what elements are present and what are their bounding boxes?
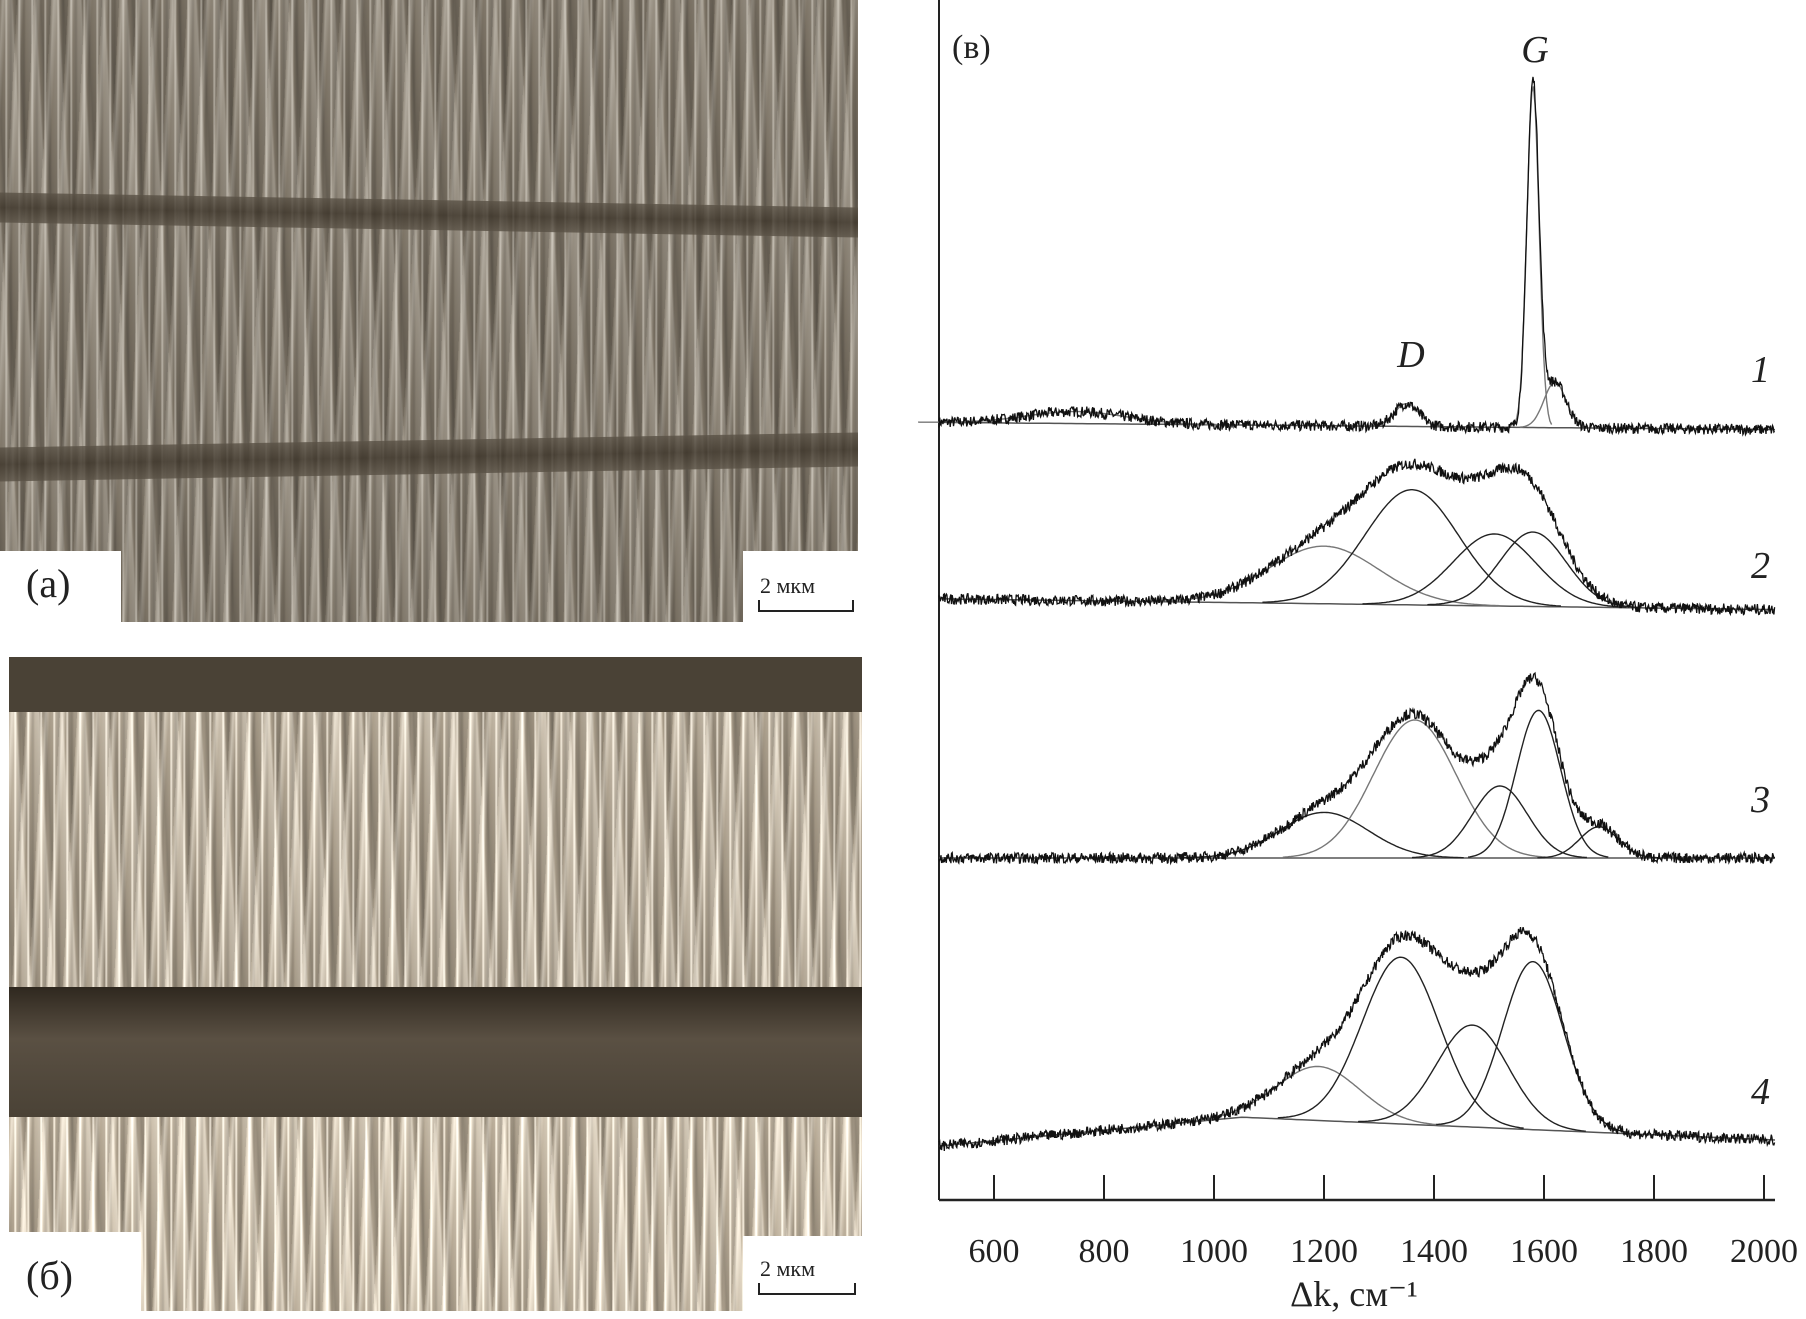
spectrum-4 (938, 926, 1776, 1151)
x-tick-label-1800: 1800 (1620, 1233, 1688, 1270)
sem-dark-band-middle (9, 987, 862, 1117)
sem-texture-upper (9, 712, 862, 987)
fit-component-3-1 (1183, 811, 1464, 859)
panel-label-b: (б) (26, 1253, 73, 1298)
sem-image-a (0, 0, 858, 622)
label-box-b (0, 1232, 141, 1319)
x-tick-label-1400: 1400 (1400, 1233, 1468, 1270)
fit-component-3-4 (1468, 709, 1609, 858)
fit-component-4-3 (1358, 1024, 1586, 1132)
fit-component-2-3 (1362, 533, 1627, 608)
scale-bar-label-a: 2 мкм (760, 573, 816, 598)
scale-box-b (743, 1236, 862, 1319)
scale-bar-a (758, 600, 854, 612)
spectrum-3 (938, 671, 1776, 866)
sem-texture-lower (9, 1117, 862, 1311)
spectrum-label-2: 2 (1751, 545, 1770, 587)
measured-spectrum-4 (938, 926, 1776, 1151)
label-box-a (0, 551, 121, 622)
sem-dark-band-top (9, 657, 862, 717)
peak-label-G: G (1521, 29, 1548, 71)
scale-bar-b (758, 1283, 856, 1295)
measured-spectrum-3 (938, 671, 1776, 866)
spectrum-1 (918, 76, 1776, 437)
measured-spectrum-2 (938, 458, 1776, 617)
x-tick-labels: 600 800 1000 1200 1400 1600 1800 2000 (969, 1233, 1799, 1270)
fit-component-4-1 (1186, 1065, 1451, 1127)
spectrum-2 (938, 458, 1776, 617)
panel-label-c: (в) (952, 29, 991, 66)
sem-texture (0, 0, 858, 622)
spectrum-label-4: 4 (1751, 1071, 1770, 1113)
spectra (918, 76, 1776, 1151)
scale-bar-label-b: 2 мкм (760, 1256, 816, 1281)
measured-spectrum-1 (938, 76, 1776, 437)
x-tick-label-1600: 1600 (1510, 1233, 1578, 1270)
fit-component-4-2 (1277, 956, 1524, 1129)
spectrum-label-1: 1 (1751, 349, 1770, 391)
x-tick-label-800: 800 (1079, 1233, 1130, 1270)
x-tick-label-1200: 1200 (1290, 1233, 1358, 1270)
fit-component-4-4 (1436, 961, 1630, 1134)
x-tick-label-1000: 1000 (1180, 1233, 1248, 1270)
x-tick-label-600: 600 (969, 1233, 1020, 1270)
axes (938, 0, 1775, 1202)
sem-image-b (9, 657, 862, 1311)
fit-component-3-5 (1537, 826, 1660, 859)
fit-component-2-2 (1262, 489, 1562, 607)
fit-component-3-3 (1411, 785, 1587, 859)
x-axis-title: Δk, см⁻¹ (1290, 1274, 1418, 1314)
fit-component-1-3 (1513, 86, 1553, 426)
spectrum-label-3: 3 (1750, 779, 1770, 821)
fit-component-3-2 (1282, 719, 1547, 858)
peak-label-D: D (1396, 334, 1424, 376)
annotations: 1 2 3 4 G D (1396, 29, 1770, 1113)
x-tick-label-2000: 2000 (1730, 1233, 1798, 1270)
panel-label-a: (a) (26, 561, 71, 606)
